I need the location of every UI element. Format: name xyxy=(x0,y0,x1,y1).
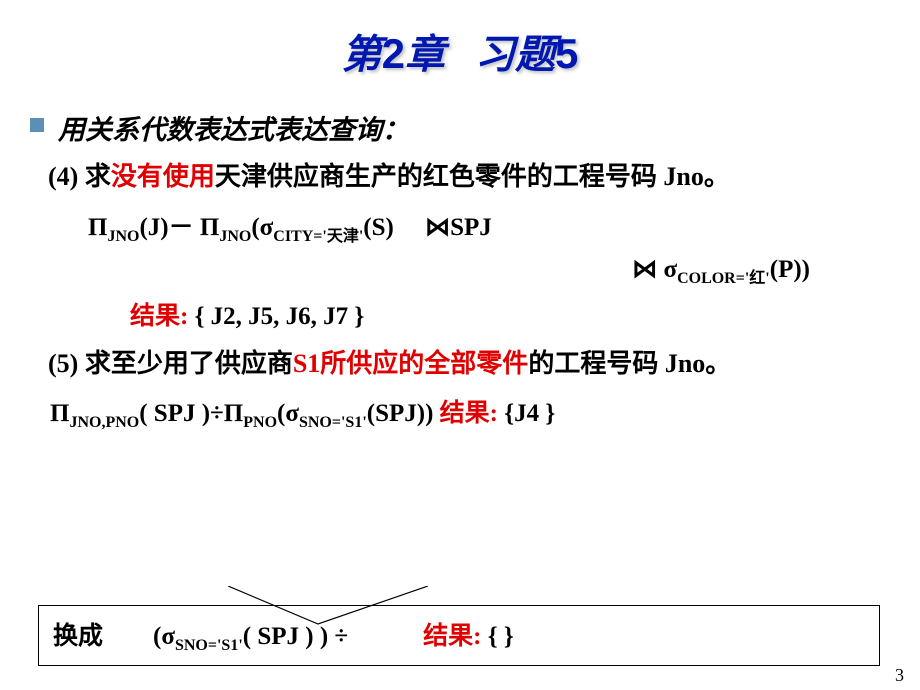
f1: Π xyxy=(50,400,69,427)
bb-s1: SNO='S1' xyxy=(175,637,243,654)
spj: SPJ xyxy=(450,214,492,241)
slide-title: 第2章 习题5 xyxy=(0,0,920,98)
bottom-note-box: 换成 (σSNO='S1'( SPJ ) ) ÷ 结果: { } xyxy=(38,605,880,666)
p5: (S) xyxy=(363,214,394,241)
bb-p1: (σ xyxy=(153,623,175,650)
sub2: JNO xyxy=(219,228,251,245)
q4-num: (4) xyxy=(48,162,78,191)
f3: (σ xyxy=(277,400,299,427)
pi2: Π xyxy=(194,214,220,241)
sub1: JNO xyxy=(107,228,139,245)
ex-num: 5 xyxy=(555,30,578,77)
join2: ⋈ xyxy=(632,256,657,283)
q4-result: 结果: { J2, J5, J6, J7 } xyxy=(130,296,890,332)
title-ex: 习题 xyxy=(475,32,555,77)
minus: － xyxy=(169,214,194,241)
q5-t2: 的工程号码 Jno。 xyxy=(528,349,731,378)
fs2: PNO xyxy=(243,414,277,431)
q4-result-label: 结果: xyxy=(130,303,188,330)
question-4: (4) 求没有使用天津供应商生产的红色零件的工程号码 Jno。 xyxy=(48,157,890,196)
question-5: (5) 求至少用了供应商S1所供应的全部零件的工程号码 Jno。 xyxy=(48,344,890,383)
q4-formula-line1: ΠJNO(J)－ ΠJNO(σCITY='天津'(S) ⋈SPJ xyxy=(88,208,890,250)
pend: (P)) xyxy=(770,256,810,283)
q5-red: S1所供应的全部零件 xyxy=(293,349,528,378)
q4-t1: 求 xyxy=(78,162,111,191)
q5-result-val: {J4 } xyxy=(498,400,555,427)
title-mid: 章 xyxy=(405,32,445,77)
p2: (J) xyxy=(139,214,168,241)
sigma2: σ xyxy=(657,256,677,283)
q4-formula-line2: ⋈ σCOLOR='红'(P)) xyxy=(88,254,890,288)
f2: ( SPJ )÷Π xyxy=(139,400,243,427)
q5-result-label: 结果: xyxy=(433,400,498,427)
f4: (SPJ)) xyxy=(367,400,434,427)
q4-red: 没有使用 xyxy=(111,162,215,191)
bb-gap xyxy=(103,623,153,650)
bb-result-val: { } xyxy=(481,623,513,650)
join1: ⋈ xyxy=(425,214,450,241)
fs1: JNO,PNO xyxy=(69,414,139,431)
pi1: Π xyxy=(88,214,107,241)
page-number: 3 xyxy=(895,665,904,686)
bullet-row: 用关系代数表达式表达查询： xyxy=(30,108,890,147)
bb-t1: 换成 xyxy=(53,623,103,650)
fs3: SNO='S1' xyxy=(299,414,367,431)
q5-num: (5) xyxy=(48,349,78,378)
q5-t1: 求至少用了供应商 xyxy=(78,349,293,378)
chapter-num: 2 xyxy=(382,30,405,77)
q5-formula: ΠJNO,PNO( SPJ )÷ΠPNO(σSNO='S1'(SPJ)) 结果:… xyxy=(50,393,890,432)
content-area: 用关系代数表达式表达查询： (4) 求没有使用天津供应商生产的红色零件的工程号码… xyxy=(0,98,920,432)
bullet-text: 用关系代数表达式表达查询： xyxy=(58,108,409,147)
colorsub: COLOR='红' xyxy=(677,270,770,287)
bb-result-label: 结果: xyxy=(423,623,481,650)
p4: (σ xyxy=(251,214,273,241)
bullet-icon xyxy=(30,118,44,132)
q4-result-val: { J2, J5, J6, J7 } xyxy=(188,303,364,330)
q4-t2: 天津供应商生产的红色零件的工程号码 Jno。 xyxy=(215,162,730,191)
title-prefix: 第 xyxy=(342,32,382,77)
sub3: CITY='天津' xyxy=(273,228,363,245)
bb-gap2 xyxy=(348,623,423,650)
bb-p2: ( SPJ ) ) ÷ xyxy=(243,623,348,650)
